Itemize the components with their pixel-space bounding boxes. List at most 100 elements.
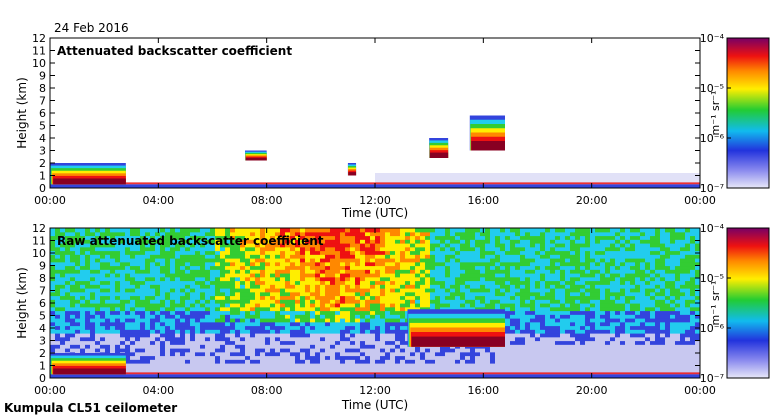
noise-cell (210, 261, 216, 267)
noise-cell (320, 344, 326, 349)
noise-cell (125, 351, 131, 357)
noise-cell (455, 280, 461, 285)
noise-cell (270, 359, 276, 364)
noise-cell (145, 329, 151, 334)
noise-cell (155, 366, 161, 372)
noise-cell (640, 291, 646, 297)
noise-cell (110, 303, 116, 308)
noise-cell (560, 265, 566, 270)
noise-cell (270, 351, 276, 357)
noise-cell (260, 355, 266, 360)
noise-cell (635, 246, 641, 252)
noise-cell (650, 314, 656, 319)
noise-cell (475, 276, 481, 282)
noise-cell (435, 348, 441, 353)
noise-cell (355, 231, 361, 237)
noise-cell (115, 258, 121, 263)
noise-cell (455, 284, 461, 289)
noise-cell (590, 258, 596, 263)
noise-cell (145, 261, 151, 267)
noise-cell (555, 314, 561, 319)
noise-cell (615, 273, 621, 278)
noise-cell (230, 329, 236, 334)
noise-cell (180, 340, 186, 345)
feature-band (245, 157, 267, 161)
noise-cell (175, 235, 181, 240)
noise-cell (440, 355, 446, 360)
noise-cell (285, 269, 291, 274)
noise-cell (290, 246, 296, 252)
noise-cell (370, 269, 376, 274)
noise-cell (135, 250, 141, 255)
noise-cell (205, 231, 211, 237)
noise-cell (125, 363, 131, 368)
noise-cell (120, 299, 126, 304)
noise-cell (545, 355, 551, 360)
noise-cell (605, 310, 611, 315)
noise-cell (410, 355, 416, 360)
noise-cell (535, 231, 541, 237)
noise-cell (415, 303, 421, 308)
noise-cell (535, 351, 541, 357)
noise-cell (155, 340, 161, 345)
noise-cell (590, 284, 596, 289)
noise-cell (475, 303, 481, 308)
noise-cell (240, 284, 246, 289)
noise-cell (465, 348, 471, 353)
noise-cell (445, 348, 451, 353)
noise-cell (540, 261, 546, 267)
noise-cell (470, 355, 476, 360)
noise-cell (155, 333, 161, 338)
noise-cell (180, 250, 186, 255)
noise-cell (615, 235, 621, 240)
noise-cell (615, 276, 621, 282)
noise-cell (570, 291, 576, 297)
noise-cell (115, 336, 121, 342)
noise-cell (125, 325, 131, 330)
noise-cell (105, 336, 111, 342)
noise-cell (625, 366, 631, 372)
noise-cell (365, 250, 371, 255)
noise-cell (575, 310, 581, 315)
noise-cell (645, 321, 651, 327)
noise-cell (90, 243, 96, 248)
noise-cell (185, 284, 191, 289)
noise-cell (580, 228, 586, 233)
noise-cell (100, 231, 106, 237)
noise-cell (575, 228, 581, 233)
noise-cell (85, 310, 91, 315)
noise-cell (365, 288, 371, 293)
noise-cell (485, 288, 491, 293)
noise-cell (600, 284, 606, 289)
noise-cell (560, 280, 566, 285)
noise-cell (630, 325, 636, 330)
noise-cell (520, 336, 526, 342)
noise-cell (245, 265, 251, 270)
noise-cell (520, 246, 526, 252)
plot-background (50, 38, 700, 188)
noise-cell (605, 243, 611, 248)
noise-cell (650, 250, 656, 255)
noise-cell (330, 321, 336, 327)
noise-cell (430, 363, 436, 368)
noise-cell (400, 265, 406, 270)
noise-cell (375, 261, 381, 267)
noise-cell (295, 295, 301, 300)
noise-cell (130, 280, 136, 285)
noise-cell (560, 239, 566, 244)
noise-cell (300, 348, 306, 353)
noise-cell (220, 348, 226, 353)
noise-cell (495, 359, 501, 364)
noise-cell (315, 246, 321, 252)
noise-cell (500, 303, 506, 308)
noise-cell (610, 340, 616, 345)
noise-cell (655, 314, 661, 319)
noise-cell (115, 325, 121, 330)
noise-cell (370, 366, 376, 372)
noise-cell (325, 325, 331, 330)
noise-cell (480, 295, 486, 300)
noise-cell (450, 306, 456, 312)
noise-cell (550, 366, 556, 372)
noise-cell (625, 291, 631, 297)
noise-cell (630, 231, 636, 237)
